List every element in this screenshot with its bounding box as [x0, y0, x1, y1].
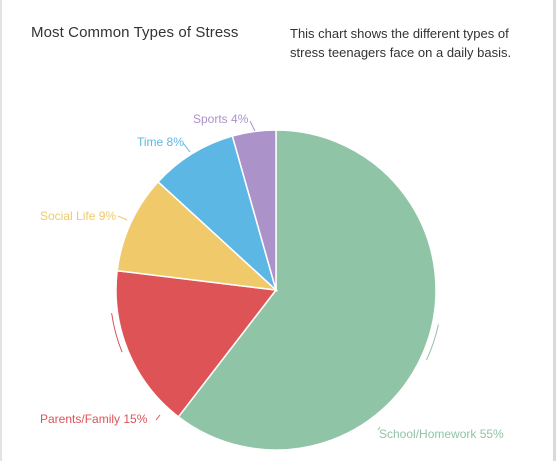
pie-slice-time	[157, 135, 278, 293]
frame-left-border	[0, 0, 2, 461]
slice-label-sports: Sports 4%	[193, 112, 249, 126]
label-leader-line	[377, 426, 381, 431]
slice-label-school-homework: School/Homework 55%	[379, 427, 504, 441]
pie-slice-social-life	[116, 180, 279, 292]
frame-right-border	[553, 0, 556, 461]
label-leader-line	[182, 142, 191, 153]
label-leader-line	[249, 120, 256, 132]
pie-slice-school-homework	[177, 129, 437, 451]
label-leader-line	[117, 215, 128, 221]
slice-label-time: Time 8%	[137, 135, 184, 149]
pie-slice-sports	[231, 129, 277, 291]
slice-label-social-life: Social Life 9%	[40, 209, 116, 223]
pie-slice-parents-family	[115, 269, 278, 418]
label-brace	[425, 324, 439, 361]
chart-title: Most Common Types of Stress	[31, 24, 239, 41]
label-leader-line	[155, 414, 161, 421]
chart-description: This chart shows the different types of …	[290, 26, 512, 60]
slice-label-parents-family: Parents/Family 15%	[40, 412, 148, 426]
label-brace	[111, 313, 123, 353]
